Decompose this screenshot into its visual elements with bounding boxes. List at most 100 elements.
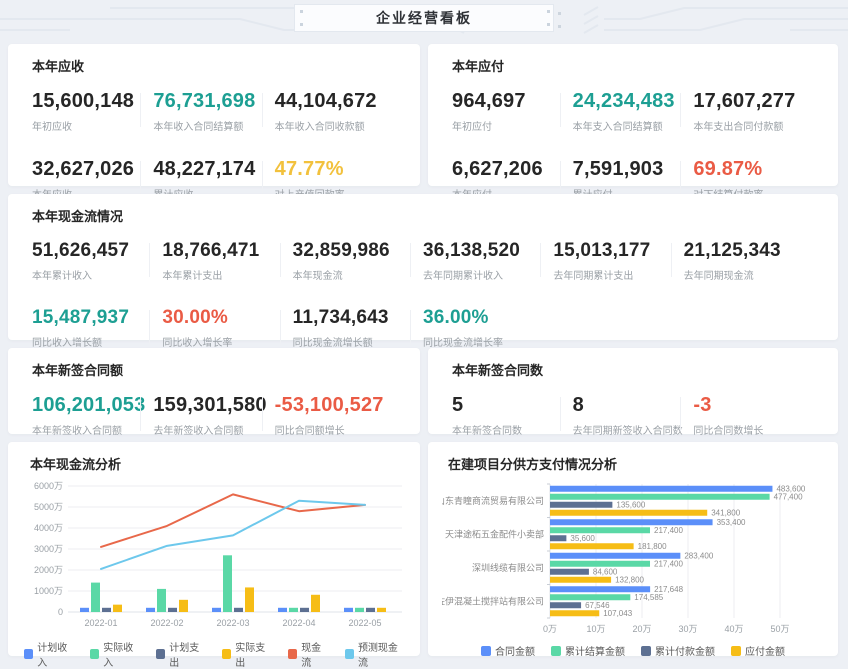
y-tick-label: 0: [58, 607, 63, 617]
bar: [550, 610, 600, 617]
bar: [550, 509, 708, 516]
stat-value: 15,487,937: [32, 307, 130, 328]
stat: 8 去年同期新签收入合同数: [559, 394, 694, 437]
stat-value: 11,734,643: [292, 307, 389, 328]
chart-title: 本年现金流分析: [30, 457, 122, 472]
stat-grid: 106,201,053 本年新签收入合同额 159,301,580 去年新签收入合同…: [32, 394, 396, 437]
bar: [366, 607, 375, 612]
legend-swatch: [156, 649, 166, 659]
stat: 15,600,148 年初应收: [32, 90, 153, 133]
page-title: 企业经营看板: [376, 10, 472, 26]
bar: [550, 568, 589, 575]
bar: [550, 501, 613, 508]
legend-item[interactable]: 实际收入: [90, 639, 140, 669]
card-supplier-payment-analysis: 在建项目分供方支付情况分析 0万 10万 20万 30万 40万 50万 山东青瞳商流贸易有…: [418, 442, 838, 658]
bar: [377, 607, 386, 612]
supplier-payment-chart: 0万 10万 20万 30万 40万 50万 山东青瞳商流贸易有限公司 483,600477,…: [418, 483, 806, 634]
card-cashflow-status: 本年现金流情况 51,626,457 本年累计收入 18,766,471 本年累计支…: [8, 194, 838, 349]
stat-label: 本年累计收入: [32, 271, 92, 282]
header: 企业经营看板: [0, 0, 848, 40]
bar-value-label: 67,546: [585, 601, 610, 610]
bar: [245, 587, 254, 612]
y-tick-label: 3000万: [34, 544, 63, 554]
legend-swatch: [344, 649, 354, 659]
stat-value: 6,627,206: [452, 158, 543, 180]
y-tick-label: 2000万: [34, 565, 63, 575]
bar: [300, 607, 309, 612]
bar-value-label: 174,585: [634, 593, 663, 602]
stat-value: 964,697: [452, 90, 526, 112]
bar-value-label: 283,400: [684, 551, 713, 560]
category-label: 天津途柘五金配件小卖部: [445, 528, 544, 539]
x-tick-label: 20万: [632, 624, 651, 634]
bar: [212, 607, 221, 612]
stat-label: 同比合同额增长: [274, 426, 345, 437]
stat-value: 51,626,457: [32, 240, 130, 261]
bar-value-label: 353,400: [717, 518, 746, 527]
legend-item[interactable]: 计划收入: [24, 639, 74, 669]
stat: 964,697 年初应付: [452, 90, 573, 133]
bar-value-label: 477,400: [774, 492, 803, 501]
card-title: 本年现金流情况: [32, 209, 124, 224]
x-tick-label: 40万: [724, 624, 743, 634]
legend-item[interactable]: 预测现金流: [344, 639, 404, 669]
legend-item[interactable]: 累计结算金额: [551, 643, 625, 658]
bar-value-label: 341,800: [711, 508, 740, 517]
line-series: [100, 499, 366, 570]
bar: [550, 594, 631, 601]
bar: [234, 607, 243, 612]
legend-swatch: [24, 649, 34, 659]
bar: [550, 519, 713, 526]
category-label: 深圳线缆有限公司: [472, 562, 544, 573]
stat-label: 去年同期现金流: [683, 271, 754, 282]
legend-item[interactable]: 累计付款金额: [641, 643, 715, 658]
legend-swatch: [90, 649, 100, 659]
bar-value-label: 132,800: [615, 575, 644, 584]
stat-value: 7,591,903: [572, 158, 664, 180]
card-title: 本年新签合同额: [32, 363, 124, 378]
category-label: 成都佐伊混凝土搅拌站有限公司: [442, 595, 544, 606]
legend-label: 实际收入: [103, 643, 134, 669]
bar: [550, 543, 634, 550]
y-tick-label: 5000万: [34, 502, 63, 512]
stat-value: 32,627,026: [32, 158, 135, 180]
stat: 76,731,698 本年收入合同结算额: [140, 90, 274, 133]
bar-value-label: 135,600: [616, 500, 645, 509]
legend-swatch: [481, 645, 491, 656]
bar: [311, 594, 320, 612]
stat-value: 8: [572, 394, 584, 416]
legend-label: 合同金额: [495, 647, 535, 658]
legend-item[interactable]: 合同金额: [481, 643, 535, 658]
x-tick-label: 2022-04: [282, 618, 315, 628]
card-contract-count: 本年新签合同数 5 本年新签合同数 8 去年同期新签收入合同数 -3 同比合同数增长: [428, 348, 838, 437]
card-contract-amount: 本年新签合同额 106,201,053 本年新签收入合同额 159,301,580…: [8, 348, 420, 437]
stat-value: 36.00%: [422, 307, 489, 328]
bar: [550, 576, 612, 583]
legend-swatch: [731, 645, 741, 656]
stat-value: 76,731,698: [153, 90, 256, 112]
stat-value: 48,227,174: [153, 158, 256, 180]
legend-label: 现金流: [301, 643, 322, 669]
legend-label: 累计结算金额: [565, 647, 625, 658]
legend-item[interactable]: 实际支出: [222, 639, 272, 669]
bar: [80, 607, 89, 612]
bar: [102, 607, 111, 612]
stat-label: 同比现金流增长额: [292, 338, 373, 349]
y-tick-label: 1000万: [34, 586, 63, 596]
stat: 5 本年新签合同数: [452, 394, 573, 437]
stat-label: 本年现金流: [292, 271, 343, 282]
stat-value: 18,766,471: [162, 240, 260, 261]
stat-value: 17,607,277: [693, 90, 796, 112]
stat-label: 去年同期新签收入合同数: [572, 426, 683, 437]
stat-value: 15,013,177: [553, 240, 651, 261]
legend-item[interactable]: 现金流: [288, 639, 329, 669]
x-tick-label: 10万: [586, 624, 605, 634]
card-title: 本年应收: [32, 59, 85, 74]
legend-item[interactable]: 应付金额: [731, 643, 785, 658]
y-tick-label: 6000万: [34, 481, 63, 491]
legend-label: 实际支出: [235, 643, 266, 669]
card-cashflow-analysis: 本年现金流分析 0 1000万 2000万 3000万 4000万 5000万 6000万 2…: [8, 442, 420, 669]
stat: 36,138,520 去年同期累计收入: [409, 240, 553, 282]
legend-label: 计划收入: [37, 643, 68, 669]
legend-item[interactable]: 计划支出: [156, 639, 206, 669]
